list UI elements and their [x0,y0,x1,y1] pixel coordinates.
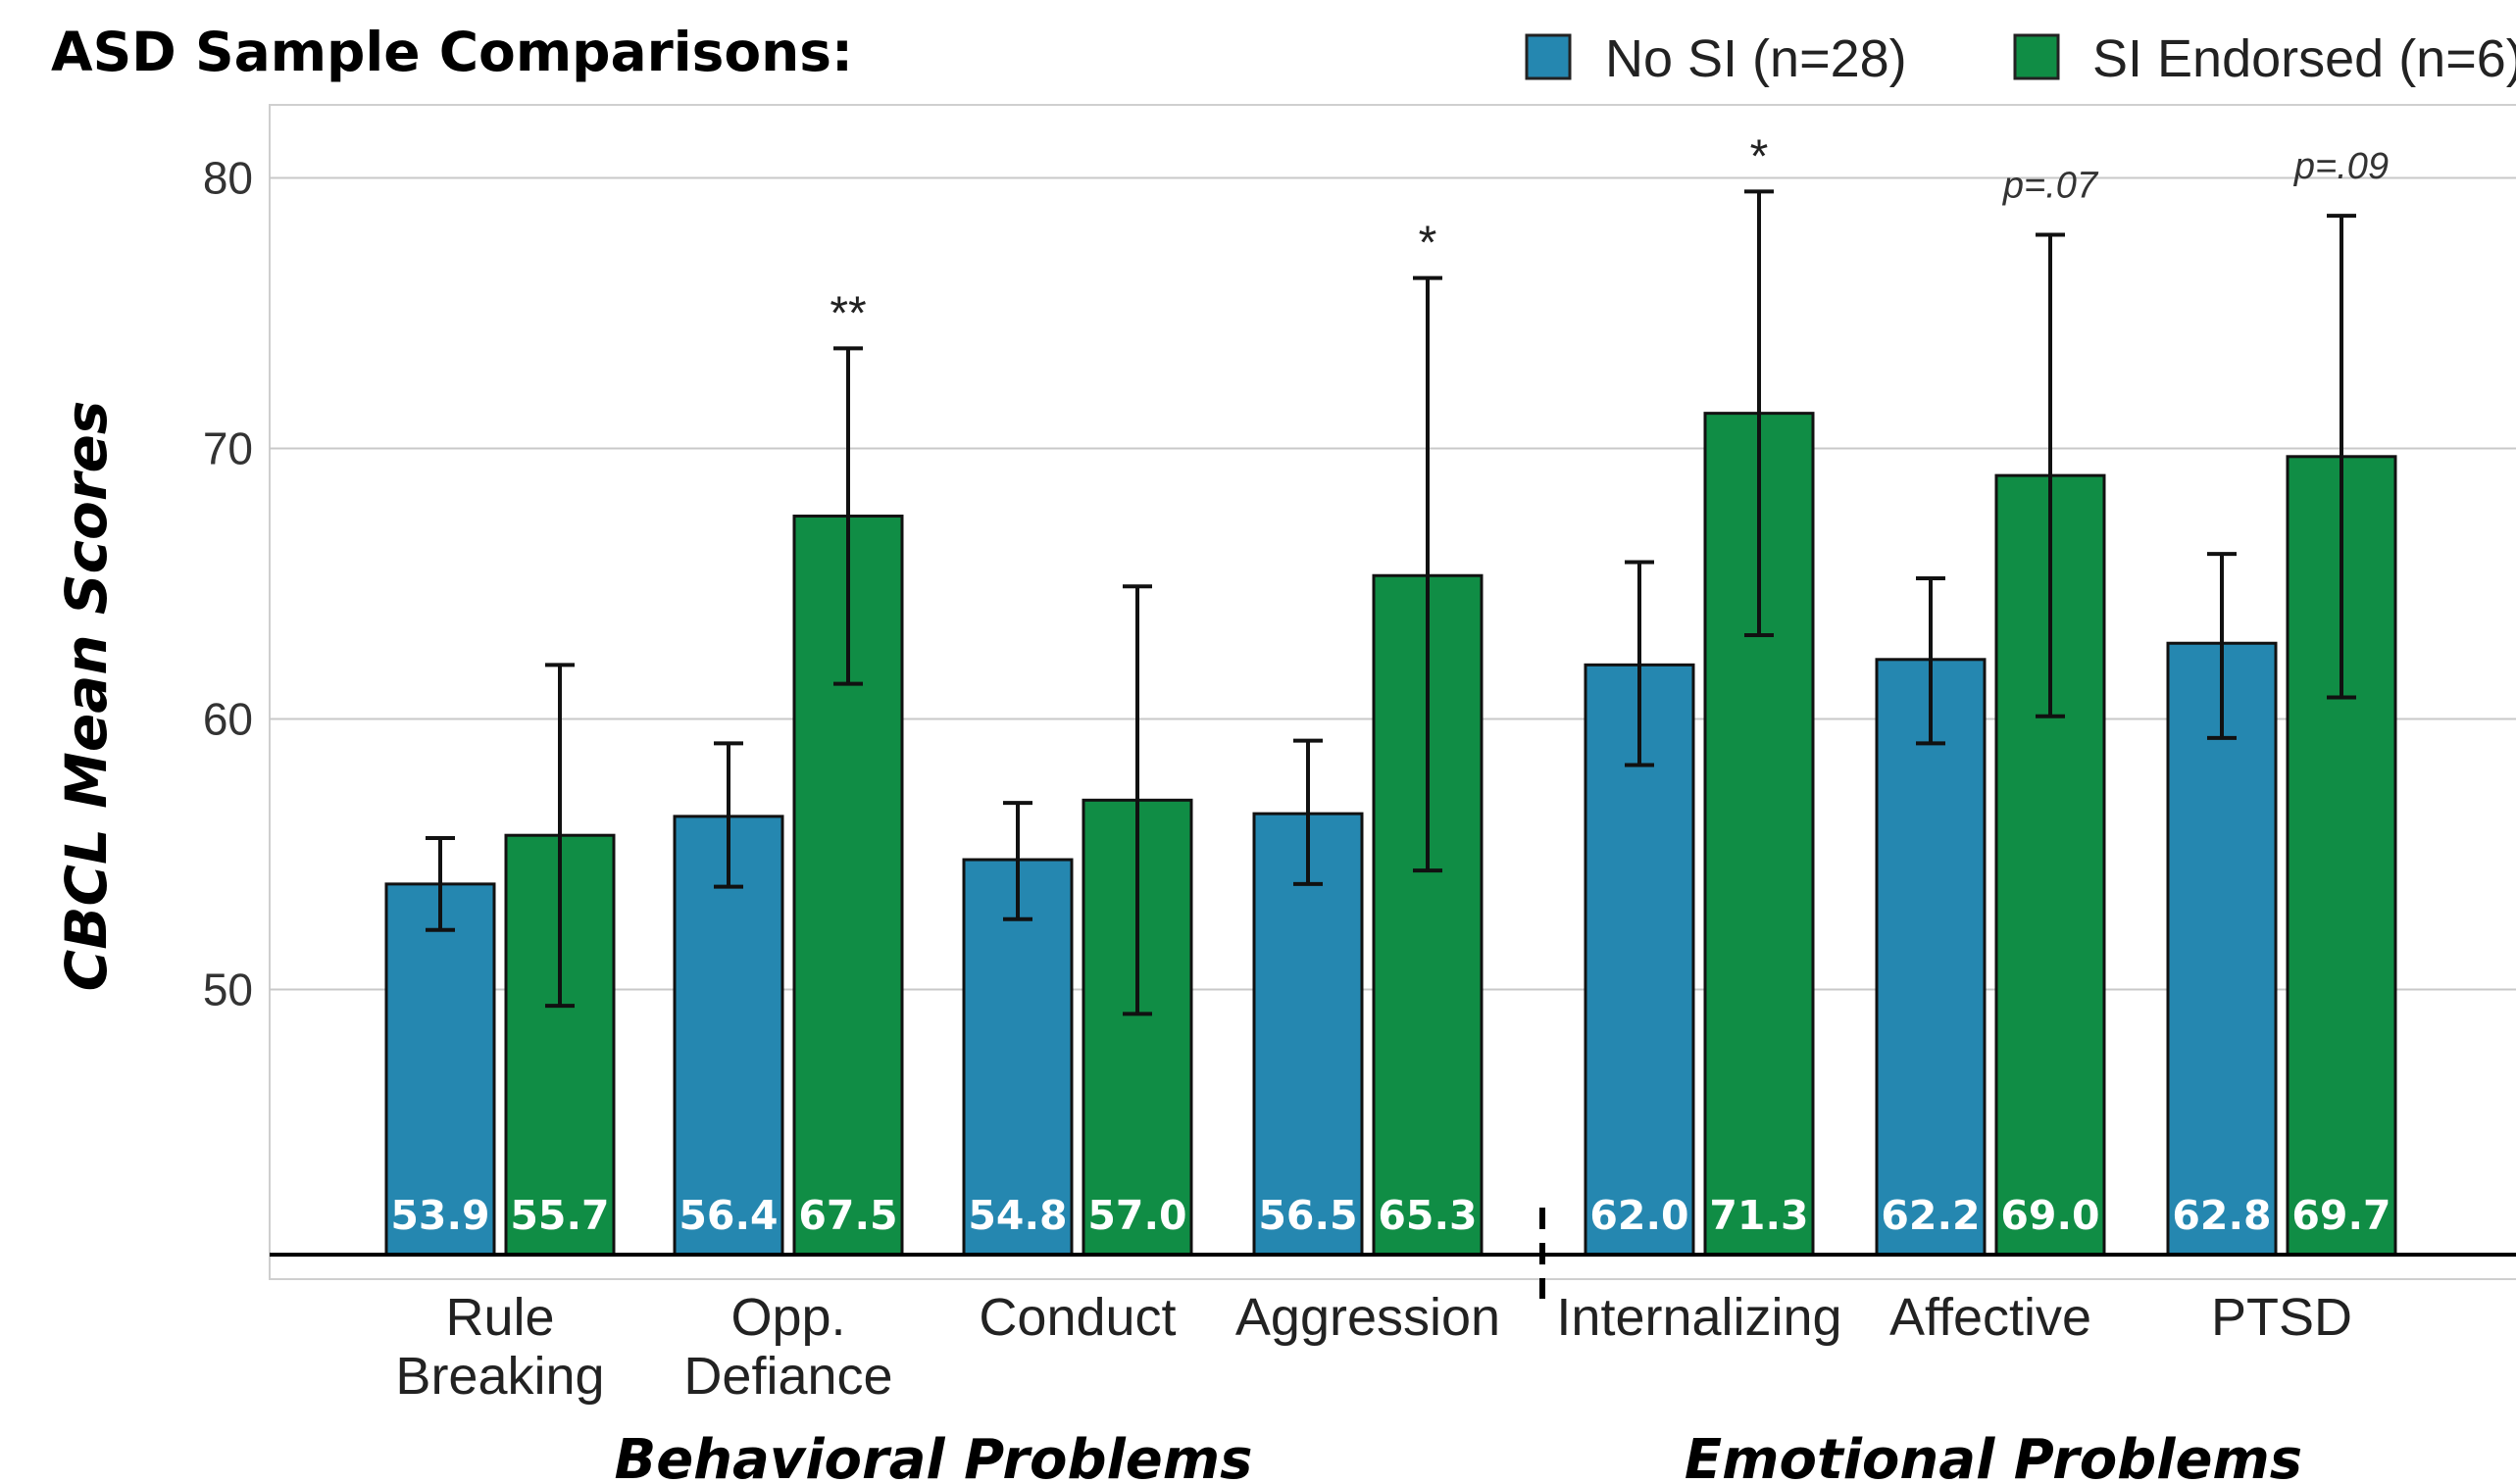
significance-affective: p=.07 [2002,165,2099,206]
bar-no-si-conduct [962,858,1074,1257]
svg-text:Affective: Affective [1889,1288,2091,1347]
x-tick-label-internalizing: Internalizing [1556,1288,1841,1347]
value-label-no-si-aggression: 56.5 [1258,1192,1357,1239]
legend: No SI (n=28) SI Endorsed (n=6) [1525,29,2516,88]
value-label-no-si-conduct: 54.8 [968,1192,1067,1239]
error-bar-no-si-affective [1916,576,1945,746]
value-label-no-si-internalizing: 62.0 [1589,1192,1688,1239]
bar-no-si-rule-breaking [384,882,496,1257]
value-label-si-endorsed-aggression: 65.3 [1378,1192,1477,1239]
value-label-si-endorsed-opp-defiance: 67.5 [798,1192,897,1239]
error-bar-no-si-internalizing [1625,560,1654,767]
legend-label-si-endorsed: SI Endorsed (n=6) [2092,29,2516,88]
bar-no-si-opp-defiance [673,815,784,1257]
bar-no-si-affective [1875,658,1987,1257]
value-label-si-endorsed-internalizing: 71.3 [1709,1192,1808,1239]
x-tick-label-ptsd: PTSD [2211,1288,2352,1347]
error-bar-si-endorsed-rule-breaking [545,663,575,1009]
error-bar-si-endorsed-aggression [1413,275,1442,873]
error-bar-si-endorsed-ptsd [2327,214,2356,700]
x-tick-label-conduct: Conduct [979,1288,1176,1347]
svg-text:Defiance: Defiance [683,1347,892,1406]
error-bar-no-si-ptsd [2207,552,2237,740]
svg-text:Opp.: Opp. [730,1288,845,1347]
y-tick-label-50: 50 [203,965,253,1015]
bar-si-endorsed-opp-defiance [792,515,904,1257]
x-tick-label-opp-defiance: Opp.Defiance [683,1288,892,1406]
svg-text:Aggression: Aggression [1235,1288,1500,1347]
legend-label-no-si: No SI (n=28) [1605,29,1907,88]
significance-ptsd: p=.09 [2293,146,2389,187]
value-label-si-endorsed-affective: 69.0 [2000,1192,2099,1239]
value-label-no-si-ptsd: 62.8 [2172,1192,2271,1239]
significance-aggression: * [1419,218,1437,270]
error-bar-no-si-opp-defiance [714,741,743,889]
y-tick-label-60: 60 [203,694,253,745]
x-tick-label-affective: Affective [1889,1288,2091,1347]
legend-swatch-no-si [1525,33,1572,80]
error-bar-si-endorsed-affective [2036,232,2065,718]
error-bar-si-endorsed-opp-defiance [833,346,863,686]
legend-swatch-si-endorsed [2013,33,2060,80]
value-label-no-si-rule-breaking: 53.9 [390,1192,489,1239]
significance-opp-defiance: ** [830,287,866,339]
bar-no-si-ptsd [2166,641,2278,1257]
value-label-si-endorsed-conduct: 57.0 [1087,1192,1186,1239]
y-axis-label: CBCL Mean Scores [53,401,120,992]
error-bar-no-si-aggression [1293,738,1323,886]
svg-text:Rule: Rule [445,1288,554,1347]
value-label-no-si-affective: 62.2 [1881,1192,1980,1239]
group-label-emotional: Emotional Problems [1685,1428,2302,1484]
significance-internalizing: * [1750,130,1769,182]
error-bar-si-endorsed-conduct [1123,584,1152,1016]
value-label-si-endorsed-ptsd: 69.7 [2291,1192,2390,1239]
chart-title: ASD Sample Comparisons: [51,21,853,83]
error-bar-si-endorsed-internalizing [1744,189,1774,637]
svg-text:Internalizing: Internalizing [1556,1288,1841,1347]
x-tick-label-aggression: Aggression [1235,1288,1500,1347]
svg-text:Breaking: Breaking [395,1347,604,1406]
svg-text:Conduct: Conduct [979,1288,1176,1347]
value-label-no-si-opp-defiance: 56.4 [679,1192,778,1239]
y-tick-label-80: 80 [203,153,253,204]
value-label-si-endorsed-rule-breaking: 55.7 [510,1192,609,1239]
group-label-behavioral: Behavioral Problems [615,1428,1253,1484]
svg-text:PTSD: PTSD [2211,1288,2352,1347]
error-bar-no-si-rule-breaking [426,835,455,932]
error-bar-no-si-conduct [1003,801,1032,921]
y-tick-label-70: 70 [203,423,253,474]
